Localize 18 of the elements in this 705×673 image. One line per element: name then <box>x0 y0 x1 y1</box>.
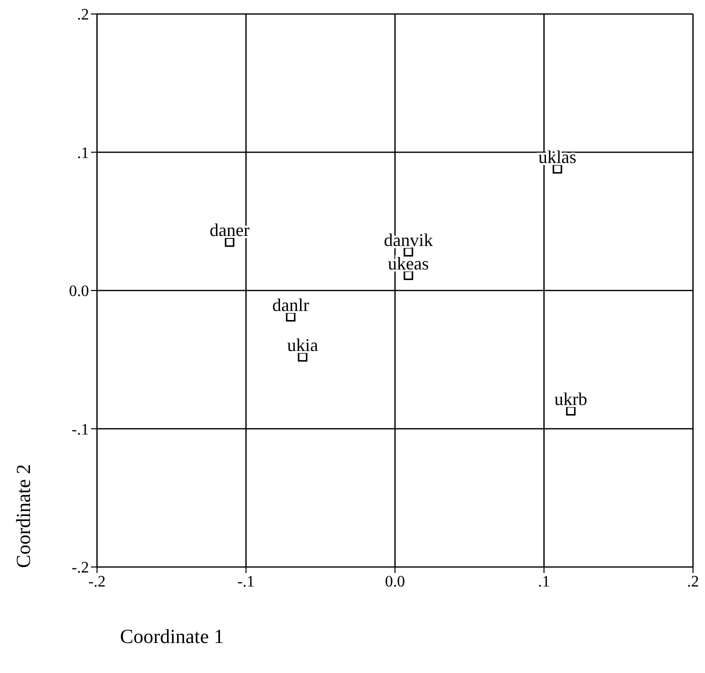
y-tick-label: .2 <box>77 6 89 24</box>
annotation: danlr <box>272 294 310 315</box>
annotation: ukia <box>287 334 318 355</box>
y-tick-label: -.2 <box>72 560 89 577</box>
x-tick-label: -.1 <box>237 573 255 590</box>
y-axis-title: Coordinate 2 <box>13 464 35 568</box>
y-tick-label: .1 <box>77 144 89 162</box>
x-axis-title: Coordinate 1 <box>120 626 225 649</box>
point <box>286 312 296 322</box>
x-tick-label: .2 <box>687 573 699 590</box>
x-tick-label: .1 <box>538 573 550 590</box>
x-tick-label: 0.0 <box>385 573 405 590</box>
annotation: ukrb <box>554 388 588 409</box>
y-tick-label: -.1 <box>72 421 89 438</box>
y-tick-label: 0.0 <box>69 283 89 300</box>
point <box>298 352 308 362</box>
x-tick-label: -.2 <box>88 573 106 590</box>
point <box>566 406 576 416</box>
